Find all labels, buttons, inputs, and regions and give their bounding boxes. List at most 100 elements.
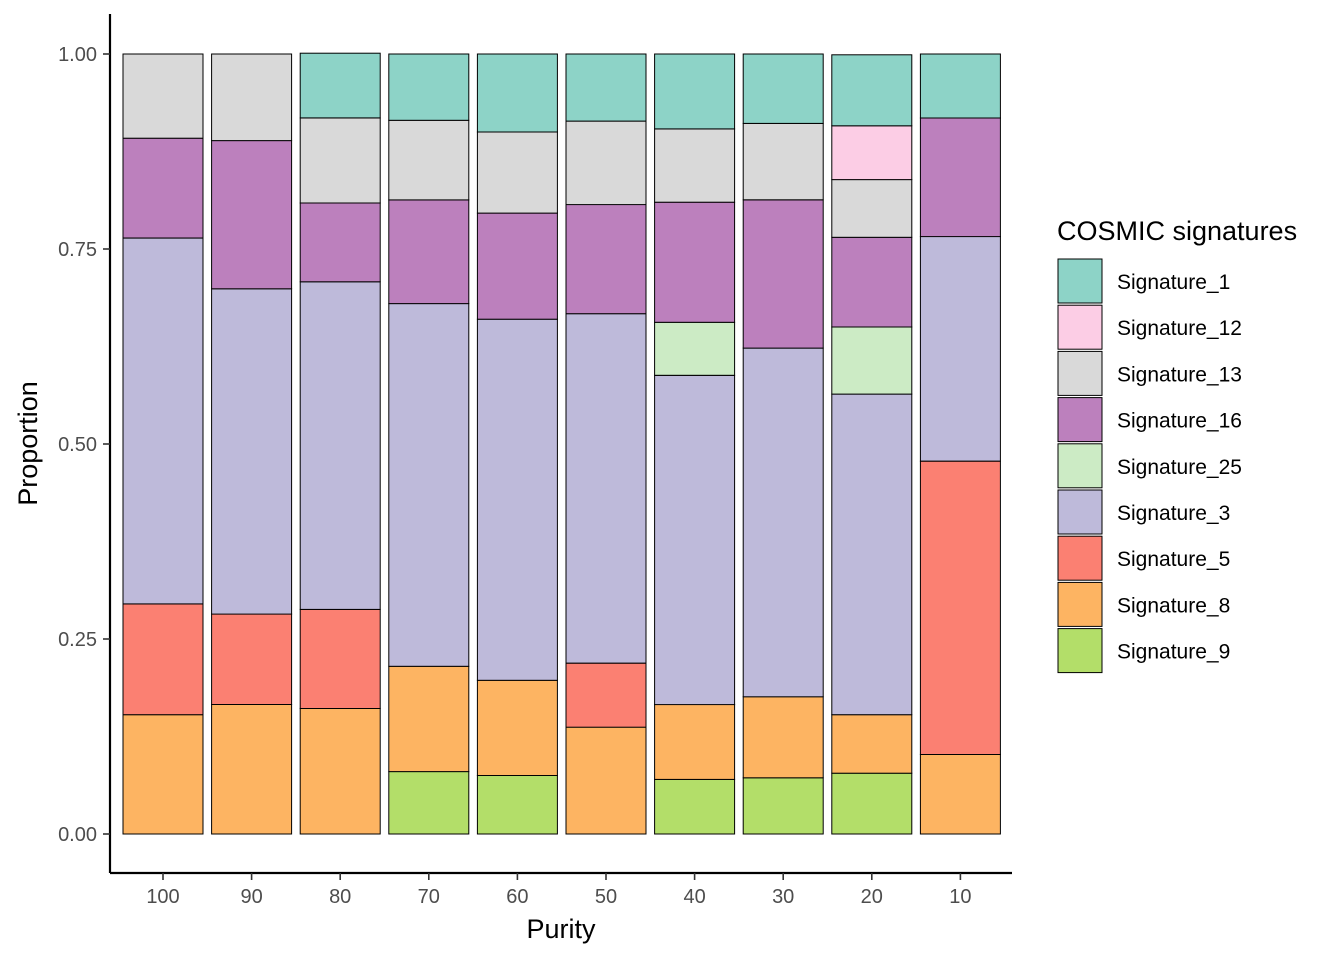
bars-layer xyxy=(122,52,1001,835)
legend-label: Signature_16 xyxy=(1117,410,1242,433)
bar-segment-80-signature-1 xyxy=(299,52,381,119)
bar-segment-20-signature-8 xyxy=(831,714,913,774)
y-tick-label: 0.50 xyxy=(58,434,97,456)
bar-segment-30-signature-13 xyxy=(742,122,824,201)
x-tick-label: 80 xyxy=(329,886,351,908)
bar-segment-60-signature-9 xyxy=(476,775,558,835)
y-tick-label: 0.00 xyxy=(58,824,97,846)
bar-segment-100-signature-8 xyxy=(122,714,204,835)
bar-segment-100-signature-13 xyxy=(122,53,204,139)
x-tick-label: 20 xyxy=(861,886,883,908)
bar-segment-90-signature-3 xyxy=(211,288,293,615)
bar-segment-60-signature-3 xyxy=(476,318,558,681)
legend-title: COSMIC signatures xyxy=(1057,216,1297,246)
bar-segment-30-signature-1 xyxy=(742,53,824,124)
bar-segment-40-signature-8 xyxy=(654,704,736,780)
y-tick-label: 0.25 xyxy=(58,629,97,651)
y-axis-title: Proportion xyxy=(13,381,43,506)
x-tick-label: 90 xyxy=(240,886,262,908)
bar-segment-80-signature-8 xyxy=(299,707,381,835)
x-tick-label: 100 xyxy=(146,886,179,908)
x-axis-title: Purity xyxy=(526,914,596,944)
bar-segment-40-signature-13 xyxy=(654,128,736,203)
bar-segment-40-signature-3 xyxy=(654,374,736,706)
x-tick-label: 30 xyxy=(772,886,794,908)
bar-segment-50-signature-3 xyxy=(565,313,647,664)
bar-segment-50-signature-16 xyxy=(565,204,647,315)
bar-segment-60-signature-13 xyxy=(476,131,558,214)
legend-key-signature-16 xyxy=(1057,397,1103,443)
legend-label: Signature_25 xyxy=(1117,456,1242,479)
legend-label: Signature_8 xyxy=(1117,594,1230,617)
bar-segment-40-signature-9 xyxy=(654,778,736,835)
bar-segment-50-signature-8 xyxy=(565,726,647,835)
bar-segment-10-signature-3 xyxy=(919,236,1001,462)
bar-segment-90-signature-13 xyxy=(211,53,293,142)
bar-segment-70-signature-1 xyxy=(388,53,470,121)
bar-segment-60-signature-8 xyxy=(476,679,558,776)
bar-segment-40-signature-16 xyxy=(654,201,736,323)
y-tick-label: 1.00 xyxy=(58,44,97,66)
x-tick-label: 10 xyxy=(949,886,971,908)
bar-segment-10-signature-16 xyxy=(919,117,1001,238)
bar-segment-60-signature-16 xyxy=(476,212,558,320)
bar-segment-20-signature-3 xyxy=(831,393,913,716)
bar-segment-20-signature-13 xyxy=(831,179,913,238)
legend-label: Signature_13 xyxy=(1117,363,1242,386)
bar-segment-100-signature-3 xyxy=(122,237,204,605)
x-tick-label: 70 xyxy=(418,886,440,908)
bar-segment-10-signature-5 xyxy=(919,460,1001,755)
bar-segment-100-signature-5 xyxy=(122,603,204,716)
legend-key-signature-8 xyxy=(1057,581,1103,627)
bar-segment-80-signature-13 xyxy=(299,117,381,204)
bar-segment-70-signature-8 xyxy=(388,665,470,773)
legend-key-signature-13 xyxy=(1057,350,1103,396)
bar-segment-10-signature-8 xyxy=(919,753,1001,835)
bar-segment-100-signature-16 xyxy=(122,137,204,239)
bar-segment-30-signature-9 xyxy=(742,777,824,835)
bar-segment-30-signature-8 xyxy=(742,696,824,779)
bar-segment-80-signature-5 xyxy=(299,608,381,710)
bar-segment-50-signature-1 xyxy=(565,53,647,122)
bar-segment-40-signature-25 xyxy=(654,321,736,376)
legend-key-signature-9 xyxy=(1057,628,1103,674)
bar-segment-20-signature-25 xyxy=(831,326,913,395)
legend-label: Signature_12 xyxy=(1117,317,1242,340)
axes-layer: 0.00 0.25 0.50 0.75 1.00 100 90 80 70 60 50 40 30 20 1… xyxy=(58,14,1012,908)
legend-label: Signature_9 xyxy=(1117,641,1230,664)
bar-segment-80-signature-16 xyxy=(299,202,381,283)
bar-segment-10-signature-1 xyxy=(919,53,1001,119)
legend-key-signature-12 xyxy=(1057,304,1103,350)
legend-label: Signature_1 xyxy=(1117,271,1230,294)
legend-label: Signature_5 xyxy=(1117,548,1230,571)
x-tick-label: 50 xyxy=(595,886,617,908)
x-tick-label: 60 xyxy=(506,886,528,908)
bar-segment-60-signature-1 xyxy=(476,53,558,133)
bar-segment-90-signature-8 xyxy=(211,704,293,835)
legend-key-signature-5 xyxy=(1057,535,1103,581)
legend-key-signature-25 xyxy=(1057,443,1103,489)
bar-segment-50-signature-13 xyxy=(565,120,647,206)
bar-segment-20-signature-12 xyxy=(831,125,913,181)
legend-key-signature-3 xyxy=(1057,489,1103,535)
legend-key-signature-1 xyxy=(1057,258,1103,304)
bar-segment-50-signature-5 xyxy=(565,662,647,728)
y-tick-label: 0.75 xyxy=(58,239,97,261)
bar-segment-90-signature-16 xyxy=(211,140,293,290)
bar-segment-30-signature-16 xyxy=(742,199,824,349)
legend-label: Signature_3 xyxy=(1117,502,1230,525)
bar-segment-20-signature-9 xyxy=(831,772,913,835)
bar-segment-20-signature-16 xyxy=(831,236,913,328)
bar-segment-70-signature-16 xyxy=(388,199,470,305)
bar-segment-90-signature-5 xyxy=(211,613,293,705)
bar-segment-70-signature-3 xyxy=(388,303,470,667)
bar-segment-30-signature-3 xyxy=(742,347,824,698)
bar-segment-40-signature-1 xyxy=(654,53,736,130)
x-tick-label: 40 xyxy=(683,886,705,908)
legend: COSMIC signatures Signature_1 Signature_1… xyxy=(1057,216,1297,674)
bar-segment-80-signature-3 xyxy=(299,281,381,610)
bar-segment-20-signature-1 xyxy=(831,54,913,127)
bar-segment-70-signature-9 xyxy=(388,771,470,835)
bar-segment-70-signature-13 xyxy=(388,119,470,201)
